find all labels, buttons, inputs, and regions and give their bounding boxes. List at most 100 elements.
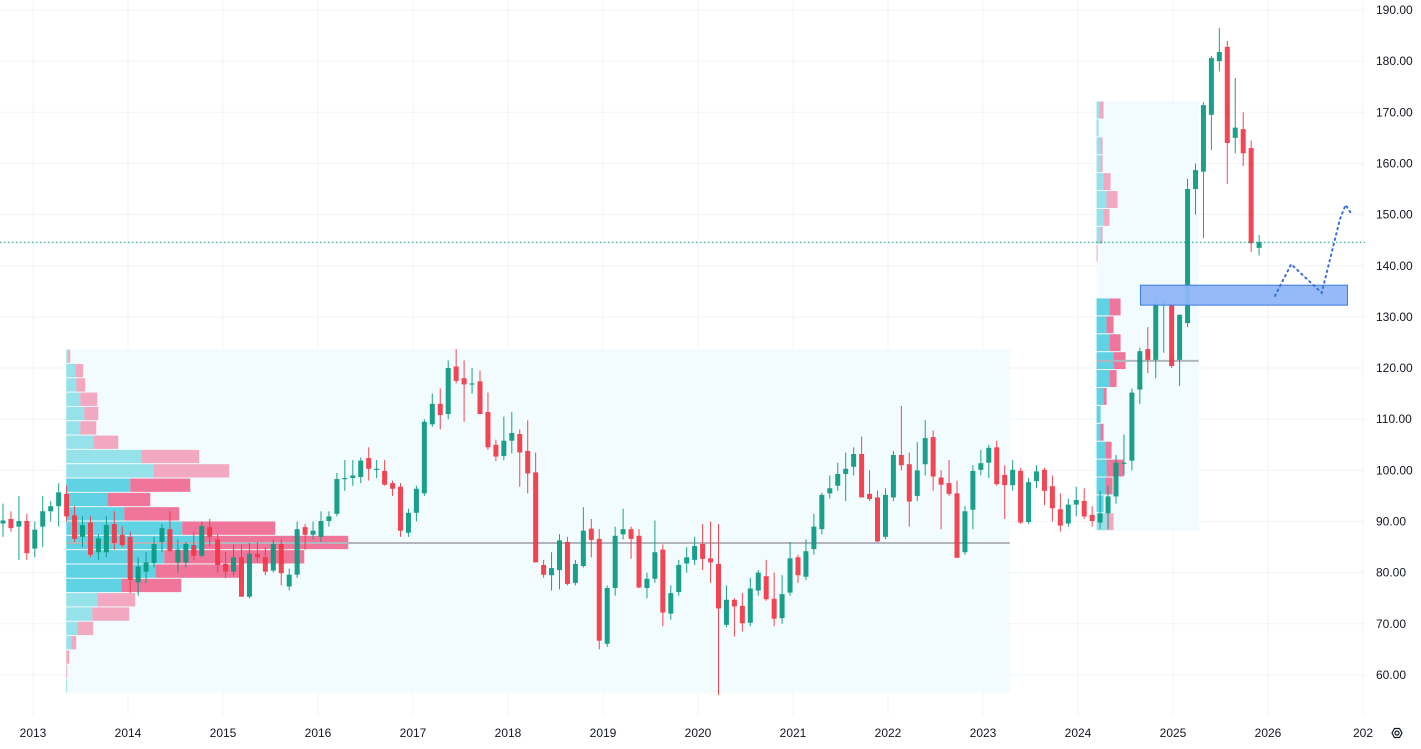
- candle-up: [429, 393, 435, 427]
- candle-down: [207, 518, 213, 548]
- candle-body: [1193, 170, 1198, 190]
- candle-up: [318, 511, 324, 542]
- candle-body: [557, 540, 562, 571]
- time-axis[interactable]: 2013 2014 2015 2016 2017 2018 2019 2020 2021 2022…: [20, 726, 1374, 740]
- candle-body: [477, 381, 483, 415]
- profile-row-down: [130, 478, 191, 492]
- candle-down: [906, 452, 912, 527]
- candle-body: [946, 483, 952, 494]
- candle-up: [1208, 56, 1214, 151]
- price-tick-label: 110.00: [1376, 412, 1412, 426]
- candle-body: [811, 526, 817, 550]
- candle-down: [1081, 488, 1087, 519]
- candle-down: [898, 405, 904, 471]
- profile-row-down: [66, 650, 70, 664]
- profile-row-up: [66, 521, 183, 535]
- profile-row-down: [71, 636, 77, 650]
- candle-body: [1113, 462, 1119, 497]
- candle-body: [1256, 242, 1262, 248]
- candle-down: [366, 447, 372, 481]
- candle-up: [644, 572, 650, 599]
- candle-body: [207, 527, 213, 537]
- candle-body: [40, 511, 46, 527]
- candle-body: [461, 378, 467, 385]
- candle-body: [437, 403, 443, 416]
- candle-body: [398, 486, 403, 531]
- profile-row-up: [1096, 173, 1104, 191]
- candle-body: [413, 488, 419, 513]
- candle-down: [167, 511, 173, 553]
- time-tick-label: 2018: [495, 726, 522, 740]
- profile-row-up: [1096, 477, 1106, 495]
- candle-body: [310, 530, 316, 535]
- candle-body: [787, 558, 793, 593]
- candle-body: [167, 529, 173, 551]
- profile-row-up: [66, 507, 125, 521]
- candle-up: [270, 539, 276, 573]
- candle-down: [24, 513, 30, 560]
- candle-body: [382, 470, 388, 485]
- candle-body: [445, 368, 451, 415]
- volume-profiles: [66, 101, 1199, 693]
- candle-down: [596, 529, 602, 650]
- profile-row-up: [1096, 155, 1101, 173]
- candle-up: [32, 521, 38, 558]
- candle-down: [1018, 467, 1024, 525]
- candle-up: [1216, 27, 1222, 72]
- candle-body: [151, 544, 157, 563]
- candle-down: [111, 511, 117, 550]
- candle-body: [1232, 127, 1238, 138]
- candle-body: [668, 593, 674, 614]
- candle-up: [103, 516, 109, 558]
- settings-icon[interactable]: [1386, 722, 1408, 744]
- candle-up: [342, 460, 348, 491]
- candle-body: [692, 546, 698, 560]
- profile-row-down: [1105, 477, 1113, 495]
- time-tick-label: 2014: [115, 726, 142, 740]
- profile-row-down: [1109, 370, 1117, 387]
- candle-body: [604, 587, 610, 644]
- profile-row-up: [66, 435, 94, 449]
- candle-body: [80, 525, 85, 537]
- profile-row-down: [1103, 173, 1111, 191]
- profile-row-up: [66, 392, 81, 406]
- profile-row-up: [66, 349, 69, 363]
- candle-down: [437, 388, 443, 430]
- candle-up: [1010, 460, 1016, 491]
- candle-up: [1200, 102, 1206, 239]
- candle-up: [692, 536, 698, 565]
- candle-up: [1121, 434, 1127, 476]
- candle-body: [119, 534, 125, 546]
- candle-down: [191, 531, 197, 560]
- support-zone-rectangle[interactable]: [1139, 284, 1348, 306]
- candle-up: [175, 539, 181, 573]
- candle-up: [835, 462, 841, 491]
- candle-down: [954, 480, 960, 558]
- annotations[interactable]: [0, 202, 1365, 306]
- projection-path[interactable]: [1274, 202, 1354, 297]
- candle-body: [223, 563, 229, 572]
- candle-down: [8, 511, 14, 532]
- candle-up: [1105, 485, 1111, 530]
- candle-up: [95, 534, 101, 560]
- candle-body: [1041, 469, 1047, 491]
- candle-up: [445, 360, 451, 420]
- candle-up: [1097, 490, 1103, 530]
- price-tick-label: 190.00: [1376, 3, 1413, 17]
- time-tick-label: 2017: [400, 726, 427, 740]
- candle-body: [1010, 469, 1016, 486]
- candle-body: [580, 530, 586, 567]
- price-axis[interactable]: 190.00 180.00 170.00 160.00 150.00 140.00 130.…: [1376, 3, 1413, 682]
- profile-row-down: [93, 435, 119, 449]
- candle-up: [779, 575, 785, 624]
- candle-up: [16, 495, 22, 560]
- candle-body: [1145, 349, 1151, 360]
- time-tick-label: 2024: [1065, 726, 1092, 740]
- profile-row-up: [1096, 101, 1100, 119]
- candle-body: [239, 557, 244, 597]
- candle-up: [914, 442, 920, 502]
- candle-down: [119, 526, 125, 548]
- candle-body: [882, 494, 888, 537]
- candle-body: [16, 520, 22, 527]
